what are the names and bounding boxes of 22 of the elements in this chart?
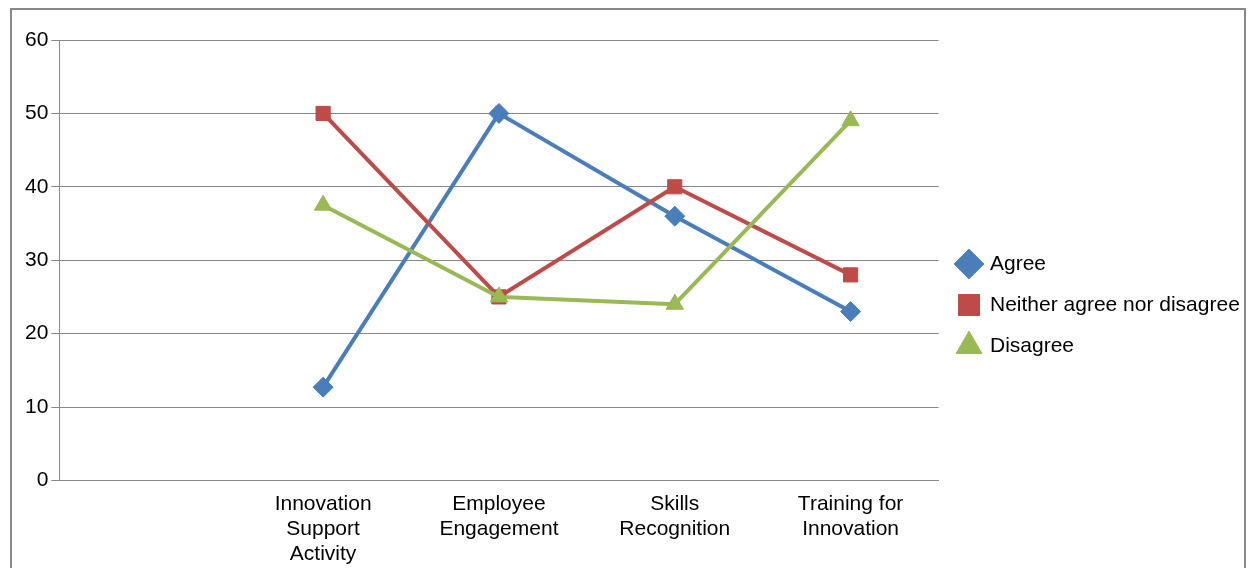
x-tick-label: Training for Innovation	[797, 490, 904, 539]
y-tick-label: 10	[25, 393, 49, 417]
y-tick-label: 50	[25, 100, 49, 124]
y-tick-label: 20	[25, 320, 49, 344]
point	[664, 205, 686, 227]
x-tick-label: Skills Recognition	[619, 490, 731, 539]
point	[667, 179, 683, 195]
y-tick-label: 60	[25, 26, 49, 50]
y-tick-label: 0	[36, 467, 49, 491]
x-tick-label: Employee Engagement	[439, 490, 559, 539]
legend-label: Agree	[990, 250, 1047, 274]
legend-label: Disagree	[990, 332, 1075, 356]
legend-label: Neither agree nor disagree	[990, 291, 1240, 315]
point	[840, 301, 862, 323]
x-tick-label: Innovation Support Activity	[274, 490, 372, 565]
y-tick-label: 30	[25, 247, 49, 270]
point	[315, 105, 331, 121]
point	[843, 267, 859, 283]
point	[488, 102, 510, 124]
point	[312, 376, 334, 398]
point	[841, 110, 860, 127]
y-tick-label: 40	[25, 173, 49, 197]
